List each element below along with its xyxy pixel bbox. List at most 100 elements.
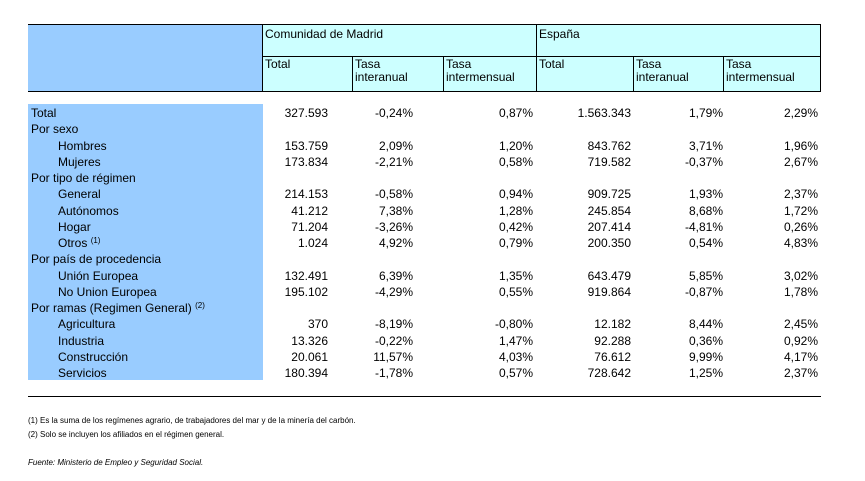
source-note: Fuente: Ministerio de Empleo y Seguridad… [28, 458, 204, 467]
cell-madrid-total: 1.024 [297, 236, 328, 250]
cell-madrid-total: 13.326 [291, 333, 328, 348]
cell-madrid-total: 132.491 [284, 268, 328, 283]
cell-espana-total: 919.864 [587, 284, 631, 299]
cell-madrid-intermensual: 0,94% [498, 187, 533, 202]
table-row: Unión Europea 132.491 6,39% 1,35% 643.479 5,8… [28, 268, 821, 284]
cell-espana-intermensual: 4,17% [783, 349, 818, 364]
table-row: Por sexo [28, 121, 821, 137]
table-row: Por ramas (Regimen General) (2) [28, 300, 821, 316]
cell-madrid-intermensual: 1,47% [498, 333, 533, 348]
cell-madrid-interanual: -0,22% [374, 333, 413, 348]
col-header-espana-total: Total [539, 57, 565, 71]
cell-espana-intermensual: 3,02% [783, 268, 818, 283]
row-label-text: Por sexo [31, 122, 79, 137]
cell-espana-intermensual: 2,67% [783, 154, 818, 169]
cell-espana-total: 200.350 [587, 236, 631, 250]
cell-espana-interanual: 0,36% [688, 333, 723, 348]
cell-madrid-interanual: 6,39% [378, 268, 413, 283]
table-row: Por país de procedencia [28, 251, 821, 267]
cell-espana-intermensual: 2,37% [783, 187, 818, 202]
row-label: Construcción [58, 349, 128, 365]
row-label-text: Por país de procedencia [31, 252, 162, 267]
row-label: General [58, 186, 101, 202]
row-label: Servicios [58, 365, 107, 381]
cell-madrid-total: 195.102 [284, 284, 328, 299]
cell-espana-total: 728.642 [587, 366, 631, 380]
cell-madrid-intermensual: 0,57% [498, 366, 533, 380]
cell-madrid-intermensual: 0,42% [498, 219, 533, 234]
cell-madrid-interanual: -8,19% [374, 317, 413, 332]
cell-espana-interanual: 9,99% [688, 349, 723, 364]
cell-espana-intermensual: 1,96% [783, 138, 818, 153]
table-row: Agricultura 370 -8,19% -0,80% 12.182 8,44% 2,4… [28, 316, 821, 332]
cell-madrid-intermensual: 1,35% [498, 268, 533, 283]
cell-espana-intermensual: 2,37% [783, 366, 818, 380]
cell-espana-total: 12.182 [594, 317, 631, 332]
footnote-ref: (2) [195, 301, 205, 310]
row-label: Agricultura [58, 316, 115, 332]
cell-madrid-interanual: -2,21% [374, 154, 413, 169]
col-header-madrid-total: Total [265, 57, 291, 71]
row-label: Industria [58, 333, 104, 349]
cell-madrid-interanual: -0,24% [374, 106, 413, 120]
header-corner-cell [28, 25, 262, 91]
cell-espana-total: 909.725 [587, 187, 631, 202]
cell-madrid-intermensual: 0,55% [498, 284, 533, 299]
table-row: Otros (1) 1.024 4,92% 0,79% 200.350 0,54% 4,83… [28, 235, 821, 251]
cell-madrid-total: 20.061 [291, 349, 328, 364]
table-row: General 214.153 -0,58% 0,94% 909.725 1,93% 2,3… [28, 186, 821, 202]
label-column-background [28, 104, 263, 380]
table-row: Mujeres 173.834 -2,21% 0,58% 719.582 -0,37% 2,… [28, 154, 821, 170]
divider-sub-2 [443, 56, 444, 91]
row-label: Por país de procedencia [31, 251, 161, 267]
col-header-espana-interanual: Tasa interanual [636, 57, 689, 84]
cell-espana-total: 92.288 [594, 333, 631, 348]
cell-espana-interanual: 8,68% [688, 203, 723, 218]
cell-espana-intermensual: 1,72% [783, 203, 818, 218]
row-label: Otros (1) [58, 235, 100, 251]
table-row: Por tipo de régimen [28, 170, 821, 186]
cell-madrid-total: 180.394 [284, 366, 328, 380]
row-label-text: Autónomos [58, 203, 119, 218]
cell-espana-total: 1.563.343 [577, 106, 631, 120]
row-label: Unión Europea [58, 268, 138, 284]
divider-espana-left [536, 25, 537, 91]
group-underline [262, 56, 821, 57]
col-header-madrid-interanual: Tasa interanual [355, 57, 408, 84]
row-label-text: Por ramas (Regimen General) [31, 301, 192, 315]
row-label-text: Agricultura [58, 317, 116, 332]
row-label-text: Por tipo de régimen [31, 171, 136, 185]
cell-espana-total: 643.479 [587, 268, 631, 283]
row-label-text: Servicios [58, 366, 107, 380]
cell-madrid-intermensual: 1,20% [498, 138, 533, 153]
divider-sub-3 [633, 56, 634, 91]
footnote-ref: (1) [90, 236, 101, 245]
cell-espana-total: 207.414 [587, 219, 631, 234]
divider-madrid-left [262, 25, 263, 91]
row-label-text: Mujeres [58, 154, 101, 169]
row-label-text: Hogar [58, 219, 91, 234]
col-header-espana-intermensual: Tasa intermensual [726, 57, 795, 84]
cell-madrid-total: 214.153 [284, 187, 328, 202]
cell-espana-intermensual: 0,92% [783, 333, 818, 348]
cell-espana-interanual: 0,54% [688, 236, 723, 250]
table-bottom-rule [28, 396, 821, 397]
cell-madrid-interanual: 7,38% [378, 203, 413, 218]
cell-madrid-total: 327.593 [284, 106, 328, 120]
cell-madrid-total: 370 [307, 317, 328, 332]
row-label: Por ramas (Regimen General) (2) [31, 300, 205, 316]
cell-madrid-total: 173.834 [284, 154, 328, 169]
cell-madrid-intermensual: 0,58% [498, 154, 533, 169]
row-label: Hogar [58, 219, 91, 235]
cell-espana-interanual: 1,25% [688, 366, 723, 380]
row-label: Por sexo [31, 121, 78, 137]
cell-espana-interanual: 3,71% [688, 138, 723, 153]
row-label: Mujeres [58, 154, 101, 170]
cell-madrid-intermensual: 0,87% [498, 106, 533, 120]
row-label: Total [31, 105, 56, 121]
cell-madrid-intermensual: 1,28% [498, 203, 533, 218]
cell-madrid-interanual: -0,58% [374, 187, 413, 202]
cell-espana-intermensual: 2,29% [783, 106, 818, 120]
divider-sub-4 [723, 56, 724, 91]
cell-espana-interanual: 1,79% [688, 106, 723, 120]
